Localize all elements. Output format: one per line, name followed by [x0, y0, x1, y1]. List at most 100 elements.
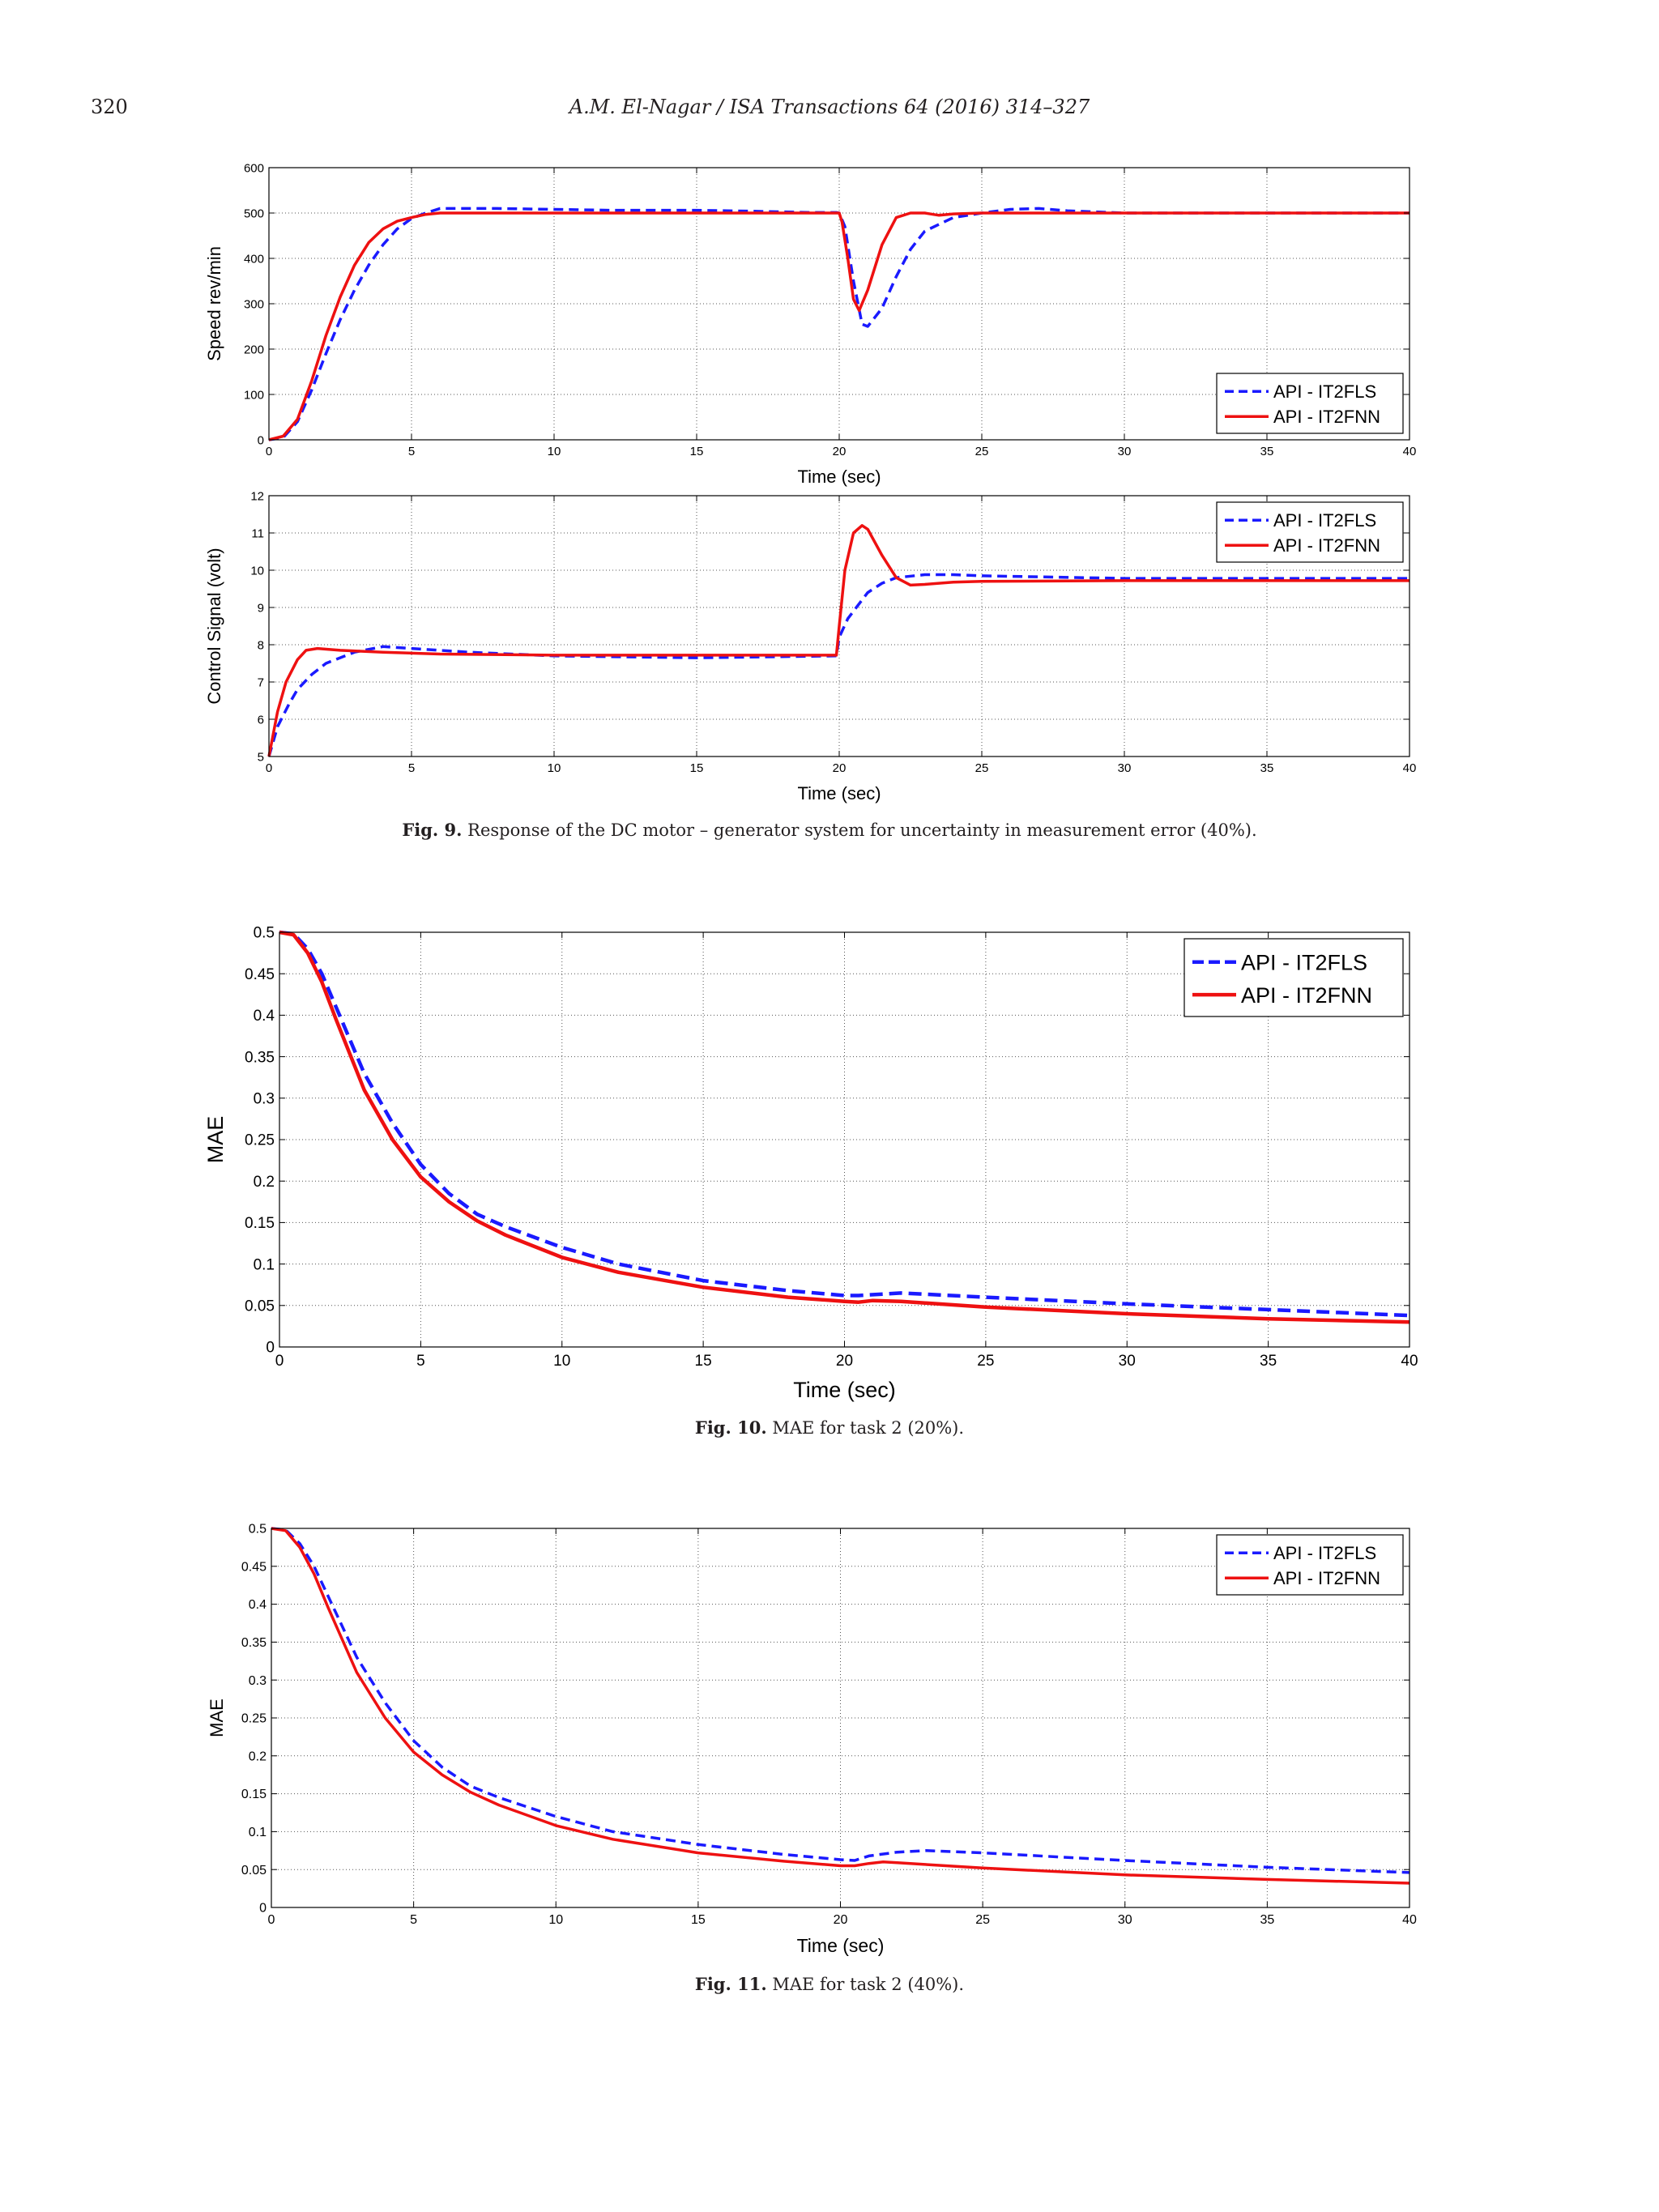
x-tick-label: 40 [1401, 1353, 1418, 1370]
x-tick-label: 20 [833, 761, 847, 775]
y-tick-label: 5 [258, 750, 264, 764]
figure-10-caption: Fig. 10. MAE for task 2 (20%). [0, 1417, 1659, 1438]
legend-label-it2fnn: API - IT2FNN [1273, 535, 1380, 556]
legend-label-it2fls: API - IT2FLS [1273, 381, 1376, 402]
legend-label-it2fnn: API - IT2FNN [1241, 983, 1372, 1008]
x-tick-label: 35 [1260, 445, 1274, 458]
y-tick-label: 0 [266, 1340, 275, 1357]
x-tick-label: 25 [975, 445, 989, 458]
figure-9-control: 0 5 10 15 20 25 30 35 40 5 6 7 8 9 10 11 12 Time (sec) Con… [194, 486, 1434, 810]
x-tick-label: 25 [975, 761, 989, 775]
x-axis-label: Time (sec) [797, 1935, 885, 1956]
x-axis-label: Time (sec) [797, 783, 881, 803]
x-tick-label: 0 [266, 445, 272, 458]
series-line-it2fnn [279, 930, 1410, 1324]
x-tick-label: 10 [553, 1353, 570, 1370]
y-tick-label: 600 [244, 161, 264, 175]
x-tick-label: 15 [691, 1913, 706, 1927]
x-tick-label: 0 [266, 761, 272, 775]
y-tick-label: 0.15 [245, 1215, 275, 1232]
series-line-it2fnn [271, 1527, 1410, 1885]
y-tick-label: 400 [244, 252, 264, 266]
x-tick-label: 20 [836, 1353, 853, 1370]
x-tick-label: 35 [1260, 1353, 1277, 1370]
figure-9-label: Fig. 9. [402, 820, 463, 840]
y-tick-label: 12 [250, 489, 264, 503]
mae-40-chart: 0 5 10 15 20 25 30 35 40 0 0.05 0.1 0.15 0.2 0.25 0.3 0.… [207, 1523, 1417, 1956]
figure-11-caption: Fig. 11. MAE for task 2 (40%). [0, 1974, 1659, 1994]
y-tick-label: 0.25 [241, 1712, 267, 1726]
legend-label-it2fls: API - IT2FLS [1273, 510, 1376, 531]
y-tick-label: 200 [244, 343, 264, 356]
x-tick-label: 15 [690, 445, 704, 458]
x-tick-label: 25 [977, 1353, 994, 1370]
y-tick-label: 0.05 [241, 1864, 267, 1877]
y-tick-label: 0.1 [254, 1256, 275, 1273]
x-tick-label: 30 [1119, 1353, 1136, 1370]
x-tick-label: 30 [1118, 761, 1132, 775]
figure-10: 0 5 10 15 20 25 30 35 40 0 0.05 0.1 0.15 0.2 0.25 0.3 0.… [194, 919, 1434, 1405]
series-line-it2fls [279, 930, 1410, 1318]
y-tick-label: 0 [259, 1902, 267, 1916]
y-tick-label: 11 [251, 526, 264, 540]
x-tick-label: 30 [1118, 1913, 1132, 1927]
y-tick-label: 0.25 [245, 1132, 275, 1149]
page-number: 320 [91, 96, 128, 118]
legend-label-it2fnn: API - IT2FNN [1273, 1568, 1380, 1588]
x-axis-label: Time (sec) [793, 1378, 896, 1402]
y-tick-label: 0.5 [254, 925, 275, 942]
legend-label-it2fls: API - IT2FLS [1273, 1543, 1376, 1563]
y-tick-label: 500 [244, 207, 264, 220]
figure-9-text: Response of the DC motor – generator sys… [467, 820, 1257, 840]
mae-20-chart: 0 5 10 15 20 25 30 35 40 0 0.05 0.1 0.15 0.2 0.25 0.3 0.… [203, 925, 1418, 1402]
x-tick-label: 15 [695, 1353, 712, 1370]
x-tick-label: 20 [834, 1913, 848, 1927]
legend-label-it2fls: API - IT2FLS [1241, 951, 1367, 975]
y-tick-label: 0.3 [254, 1090, 275, 1107]
x-tick-label: 40 [1403, 761, 1417, 775]
y-tick-label: 0.4 [249, 1598, 267, 1612]
y-tick-label: 0.45 [241, 1560, 267, 1574]
x-tick-label: 40 [1403, 445, 1417, 458]
x-tick-label: 25 [975, 1913, 990, 1927]
y-tick-label: 9 [258, 601, 264, 615]
y-tick-label: 0.1 [249, 1826, 267, 1839]
x-tick-label: 20 [833, 445, 847, 458]
y-tick-label: 0.35 [245, 1049, 275, 1066]
series-line-it2fls [267, 573, 1410, 757]
x-tick-label: 5 [408, 445, 415, 458]
y-tick-label: 6 [258, 713, 264, 727]
y-tick-label: 0.4 [254, 1008, 275, 1025]
x-tick-label: 15 [690, 761, 704, 775]
x-tick-label: 35 [1260, 761, 1274, 775]
x-tick-label: 10 [548, 445, 561, 458]
journal-header: A.M. El-Nagar / ISA Transactions 64 (201… [569, 96, 1090, 118]
x-tick-label: 0 [268, 1913, 275, 1927]
y-tick-label: 300 [244, 297, 264, 311]
legend-label-it2fnn: API - IT2FNN [1273, 407, 1380, 427]
series-line-it2fls [271, 1527, 1410, 1874]
y-tick-label: 0 [258, 433, 264, 447]
x-axis-label: Time (sec) [797, 467, 881, 487]
x-tick-label: 5 [410, 1913, 417, 1927]
y-tick-label: 8 [258, 638, 264, 652]
y-tick-label: 0.3 [249, 1674, 267, 1688]
x-tick-label: 10 [548, 1913, 563, 1927]
x-tick-label: 0 [275, 1353, 284, 1370]
x-tick-label: 10 [548, 761, 561, 775]
x-tick-label: 40 [1402, 1913, 1417, 1927]
legend-box [1216, 373, 1404, 434]
y-axis-label: MAE [203, 1116, 228, 1164]
speed-chart: 0 5 10 15 20 25 30 35 400100200300400500600Time … [204, 161, 1417, 487]
x-tick-label: 5 [416, 1353, 425, 1370]
y-tick-label: 0.05 [245, 1298, 275, 1315]
legend-box [1216, 501, 1404, 563]
legend-box [1183, 938, 1404, 1017]
y-tick-label: 0.35 [241, 1636, 267, 1650]
y-tick-label: 10 [250, 564, 264, 578]
figure-11-label: Fig. 11. [694, 1974, 767, 1994]
y-tick-label: 0.2 [254, 1174, 275, 1191]
y-tick-label: 0.2 [249, 1750, 267, 1763]
legend-box [1216, 1534, 1404, 1596]
